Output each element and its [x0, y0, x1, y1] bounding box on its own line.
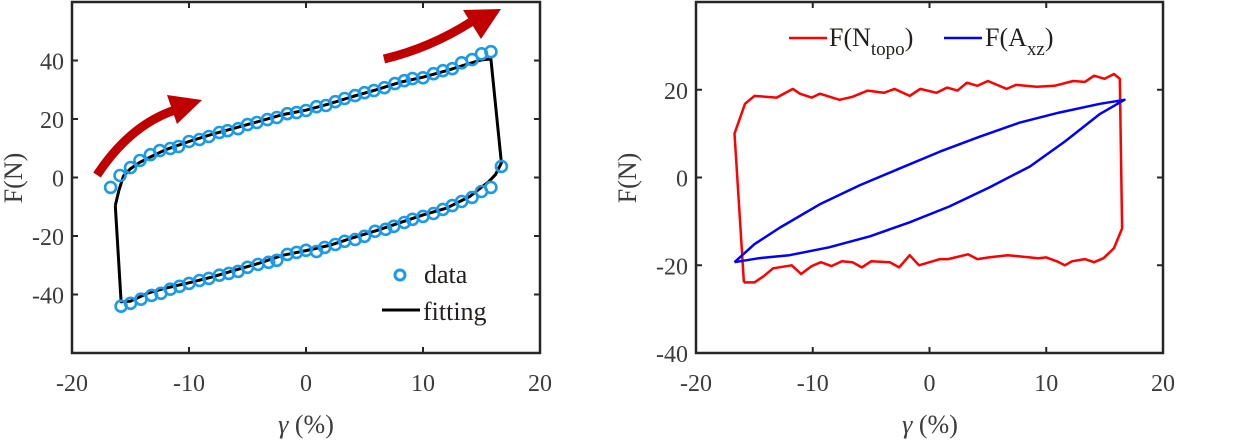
y-tick-label: -40 — [656, 342, 688, 368]
y-axis: -40 -20 0 20 40 — [32, 50, 540, 310]
y-axis: -40 -20 0 20 — [656, 79, 1163, 368]
y-tick-label: 20 — [40, 108, 64, 134]
x-axis-label: γ (%) — [278, 410, 334, 439]
data-point — [309, 99, 324, 114]
gamma-symbol: γ — [278, 410, 289, 439]
data-point — [484, 44, 498, 59]
legend-data-label: data — [424, 260, 468, 289]
red-arrow-left-head — [167, 95, 202, 124]
right-chart: -20 -10 0 10 20 -40 -20 0 20 F(N) γ (%) F(Ntopo… — [613, 0, 1175, 439]
x-tick-label: -10 — [173, 371, 205, 397]
ntopo-line — [733, 72, 1124, 284]
data-point — [171, 139, 186, 154]
data-point — [465, 190, 479, 205]
series-lines — [733, 72, 1126, 284]
y-tick-label: -20 — [656, 254, 688, 280]
y-tick-label: 20 — [664, 79, 688, 105]
x-tick-label: 10 — [411, 371, 435, 397]
data-point — [163, 141, 178, 156]
x-tick-label: 0 — [924, 371, 936, 397]
y-axis-label: F(N) — [613, 153, 642, 204]
y-axis-label: F(N) — [0, 153, 28, 204]
y-tick-label: -40 — [32, 284, 64, 310]
legend-fitting-label: fitting — [423, 297, 487, 326]
x-axis: -20 -10 0 10 20 — [56, 2, 552, 397]
x-tick-label: 0 — [300, 371, 312, 397]
axz-line — [733, 98, 1126, 264]
data-point — [269, 253, 284, 268]
left-chart: -20 -10 0 10 20 -40 -20 0 20 40 F(N) γ (%) data … — [0, 0, 552, 439]
data-point — [397, 215, 412, 230]
red-arrow-left — [93, 105, 177, 178]
legend-axz-label: F(Axz) — [985, 23, 1054, 60]
gamma-symbol: γ — [902, 410, 913, 439]
data-point — [445, 61, 460, 76]
data-point — [465, 52, 479, 67]
x-tick-label: 10 — [1034, 371, 1058, 397]
y-tick-label: -20 — [32, 225, 64, 251]
data-point — [378, 222, 393, 237]
data-series — [103, 44, 509, 314]
x-axis: -20 -10 0 10 20 — [680, 2, 1175, 397]
x-tick-label: -20 — [56, 371, 88, 397]
data-point — [261, 255, 276, 270]
y-tick-label: 0 — [676, 167, 688, 193]
legend-data-marker — [393, 268, 407, 282]
red-arrow-right — [382, 18, 474, 64]
red-arrow-right-head — [463, 9, 501, 39]
x-axis-unit: (%) — [912, 410, 957, 439]
data-point — [357, 229, 372, 244]
data-point — [103, 180, 118, 195]
data-point — [494, 159, 509, 174]
x-tick-label: 20 — [1151, 371, 1175, 397]
x-axis-label: γ (%) — [902, 410, 958, 439]
data-point — [113, 168, 127, 183]
x-tick-label: -20 — [680, 371, 712, 397]
direction-arrows — [93, 9, 501, 178]
data-point — [212, 125, 227, 140]
x-axis-unit: (%) — [288, 410, 333, 439]
axes-box — [694, 0, 1165, 355]
data-point — [280, 106, 295, 121]
data-point — [484, 180, 498, 195]
x-tick-label: 20 — [528, 371, 552, 397]
legend: data fitting — [382, 260, 487, 326]
y-tick-label: 40 — [40, 50, 64, 76]
legend: F(Ntopo) F(Axz) — [789, 23, 1054, 60]
y-tick-label: 0 — [52, 167, 64, 193]
x-tick-label: -10 — [797, 371, 829, 397]
data-point — [397, 73, 412, 88]
data-point — [123, 160, 138, 175]
legend-ntopo-label: F(Ntopo) — [829, 23, 913, 60]
data-point — [133, 153, 147, 168]
